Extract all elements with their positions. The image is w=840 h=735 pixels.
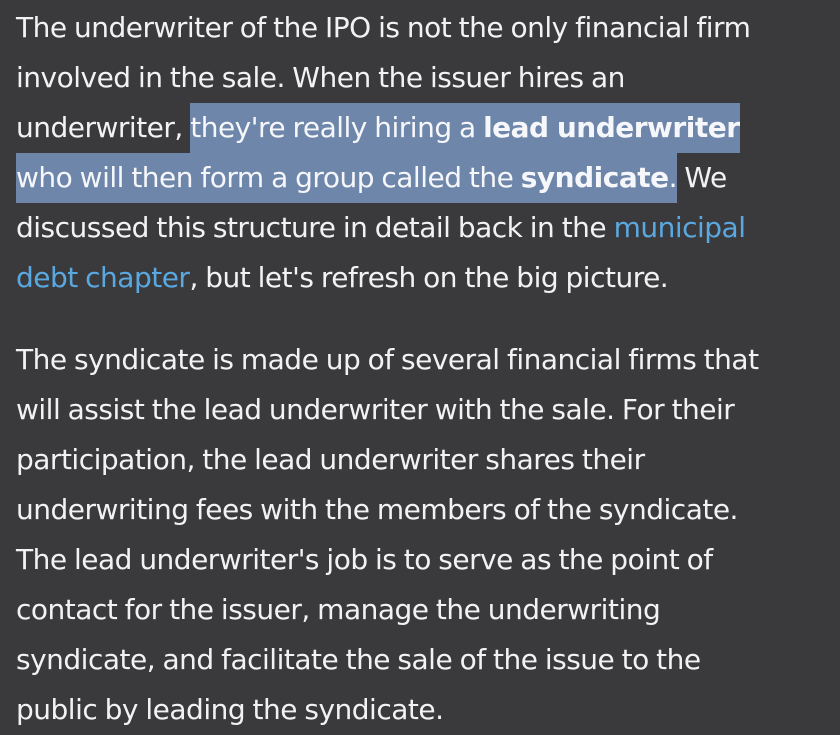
text-segment: who will then form a group called the xyxy=(16,161,521,194)
municipal-debt-chapter-link[interactable]: municipal xyxy=(613,211,746,244)
text-segment: . xyxy=(668,161,678,194)
text-line: who will then form a group called the sy… xyxy=(16,153,836,203)
text-line: The syndicate is made up of several fina… xyxy=(16,343,759,376)
text-line: underwriting fees with the members of th… xyxy=(16,493,738,526)
text-line: underwriter, they're really hiring a lea… xyxy=(16,103,836,153)
article-body: The underwriter of the IPO is not the on… xyxy=(16,0,836,735)
bold-term-syndicate: syndicate xyxy=(520,161,669,194)
text-line: contact for the issuer, manage the under… xyxy=(16,593,661,626)
municipal-debt-chapter-link[interactable]: debt chapter xyxy=(16,261,190,294)
selected-text[interactable]: they're really hiring a lead underwriter xyxy=(190,103,740,153)
text-segment: , but let's refresh on the big picture. xyxy=(189,261,669,294)
text-segment: The underwriter of the IPO is not the on… xyxy=(16,11,751,44)
paragraph-1: The underwriter of the IPO is not the on… xyxy=(16,3,836,303)
text-line: syndicate, and facilitate the sale of th… xyxy=(16,643,701,676)
text-line: The underwriter of the IPO is not the on… xyxy=(16,3,836,53)
text-line: discussed this structure in detail back … xyxy=(16,203,836,253)
text-segment: We xyxy=(677,161,727,194)
text-line: debt chapter, but let's refresh on the b… xyxy=(16,253,836,303)
text-segment: they're really hiring a xyxy=(190,111,484,144)
text-segment: involved in the sale. When the issuer hi… xyxy=(16,61,625,94)
selected-text[interactable]: who will then form a group called the sy… xyxy=(16,153,678,203)
text-segment: discussed this structure in detail back … xyxy=(16,211,614,244)
text-segment: underwriter, xyxy=(16,111,191,144)
text-line: public by leading the syndicate. xyxy=(16,693,444,726)
text-line: The lead underwriter's job is to serve a… xyxy=(16,543,713,576)
bold-term-lead-underwriter: lead underwriter xyxy=(483,111,740,144)
text-line: participation, the lead underwriter shar… xyxy=(16,443,645,476)
text-line: involved in the sale. When the issuer hi… xyxy=(16,53,836,103)
text-line: will assist the lead underwriter with th… xyxy=(16,393,735,426)
paragraph-2: The syndicate is made up of several fina… xyxy=(16,335,836,735)
